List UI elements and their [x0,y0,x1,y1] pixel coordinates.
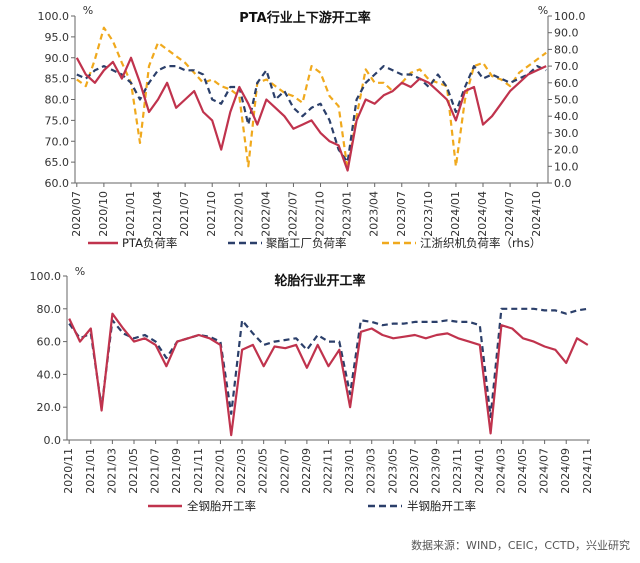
legend-tyre-semi-label: 半钢胎开工率 [407,499,476,513]
series-pta-line [75,56,547,172]
legend-pta-label: PTA负荷率 [122,236,177,250]
chart1-left-unit: % [83,4,93,17]
chart1-left-tick-label: 85.0 [45,73,70,86]
chart1-left-tick-label: 100.0 [38,10,70,23]
legend-jiangzhe-label: 江浙织机负荷率（rhs） [420,236,541,250]
chart2-x-tick-label: 2021/01 [84,448,97,494]
chart1-right-tick-label: 70.0 [554,60,579,73]
chart2-unit: % [75,265,85,278]
chart1-right-tick-label: 90.0 [554,27,579,40]
chart1-title: PTA行业上下游开工率 [239,10,370,26]
chart1-x-tick-label: 2021/01 [124,191,137,237]
chart2-title: 轮胎行业开工率 [274,273,365,289]
series-tyre-all-line [68,312,589,437]
chart1-left-tick-label: 60.0 [45,177,70,190]
chart2-y-tick-label: 20.0 [37,401,62,414]
chart1-x-tick-label: 2024/01 [449,191,462,237]
chart1-plot: 60.0 65.0 70.0 75.0 80.0 85.0 90.0 95.0 100.0 0.0… [38,10,586,237]
legend-tyre-all-label: 全钢胎开工率 [187,499,256,513]
chart1-x-tick-label: 2022/07 [286,191,299,237]
chart2-x-tick-label: 2023/03 [365,448,378,494]
chart2-x-tick-label: 2023/09 [430,448,443,494]
chart2-x-tick-label: 2024/07 [538,448,551,494]
chart1-left-tick-label: 75.0 [45,114,70,127]
chart2-legend: 全钢胎开工率 半钢胎开工率 [148,499,476,513]
chart1-x-tick-label: 2024/07 [503,191,516,237]
chart1-right-tick-label: 50.0 [554,94,579,107]
chart1-x-tick-label: 2021/04 [151,191,164,237]
chart1-x-tick-label: 2023/01 [341,191,354,237]
chart2-y-tick-label: 40.0 [37,368,62,381]
chart1-right-tick-label: 100.0 [554,10,586,23]
chart1-left-tick-label: 80.0 [45,94,70,107]
chart2-x-tick-label: 2022/09 [300,448,313,494]
chart1-x-tick-label: 2020/07 [70,191,83,237]
chart2-x-tick-label: 2021/05 [127,448,140,494]
chart1-x-tick-label: 2023/07 [395,191,408,237]
chart1-x-tick-label: 2022/01 [232,191,245,237]
chart1-right-tick-label: 10.0 [554,160,579,173]
chart1-left-tick-label: 90.0 [45,52,70,65]
chart1-x-tick-label: 2024/04 [476,191,489,237]
chart1-right-tick-label: 80.0 [554,43,579,56]
chart2-y-tick-label: 0.0 [44,434,62,447]
chart2-x-tick-label: 2023/07 [408,448,421,494]
series-polyester-line [76,64,547,164]
chart1-right-tick-label: 20.0 [554,144,579,157]
chart1-right-tick-label: 0.0 [554,177,572,190]
chart2-x-tick-label: 2022/01 [213,448,226,494]
chart2-x-tick-label: 2021/11 [192,448,205,494]
chart1-x-tick-label: 2022/04 [259,191,272,237]
chart1-right-tick-label: 40.0 [554,110,579,123]
chart2-x-tick-label: 2023/01 [343,448,356,494]
chart1-right-tick-label: 30.0 [554,127,579,140]
chart2-x-tick-label: 2021/09 [170,448,183,494]
series-jiangzhe-line [76,26,547,171]
chart1-x-tick-label: 2022/10 [314,191,327,237]
chart1-right-unit: % [538,4,548,17]
chart1-x-tick-label: 2023/10 [422,191,435,237]
chart2-x-tick-label: 2024/05 [516,448,529,494]
chart2-x-tick-label: 2024/03 [494,448,507,494]
chart1-x-tick-label: 2024/10 [530,191,543,237]
chart2-x-tick-label: 2021/07 [149,448,162,494]
chart2-x-tick-label: 2020/11 [62,448,75,494]
chart1-x-tick-label: 2020/10 [97,191,110,237]
chart1-legend: PTA负荷率 聚酯工厂负荷率 江浙织机负荷率（rhs） [88,236,541,250]
chart1-x-tick-label: 2021/10 [205,191,218,237]
chart1-right-tick-label: 60.0 [554,77,579,90]
chart2-plot: 0.0 20.0 40.0 60.0 80.0 100.0 2020/11 2021/01 20… [30,270,594,494]
chart2-x-tick-label: 2023/11 [451,448,464,494]
chart2-y-tick-label: 80.0 [37,303,62,316]
source-note: 数据来源：WIND，CEIC，CCTD，兴业研究 [411,538,630,552]
series-tyre-semi-line [68,307,588,419]
chart2-x-tick-label: 2023/05 [386,448,399,494]
chart2-x-tick-label: 2022/07 [278,448,291,494]
chart2-x-tick-label: 2024/11 [581,448,594,494]
chart2-x-tick-label: 2024/01 [473,448,486,494]
chart2-x-tick-label: 2022/03 [235,448,248,494]
chart2-x-tick-label: 2021/03 [105,448,118,494]
chart2-y-tick-label: 60.0 [37,336,62,349]
chart2-y-tick-label: 100.0 [30,270,62,283]
chart2-x-tick-label: 2024/09 [559,448,572,494]
chart2-x-tick-label: 2022/11 [322,448,335,494]
chart2-x-tick-label: 2022/05 [257,448,270,494]
chart1-left-tick-label: 65.0 [45,156,70,169]
legend-polyester-label: 聚酯工厂负荷率 [266,236,347,250]
chart1-x-tick-label: 2023/04 [368,191,381,237]
chart1-x-tick-label: 2021/07 [178,191,191,237]
chart1-left-tick-label: 70.0 [45,135,70,148]
chart1-left-tick-label: 95.0 [45,31,70,44]
